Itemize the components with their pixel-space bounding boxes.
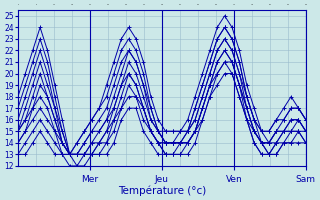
X-axis label: Température (°c): Température (°c) (118, 185, 206, 196)
